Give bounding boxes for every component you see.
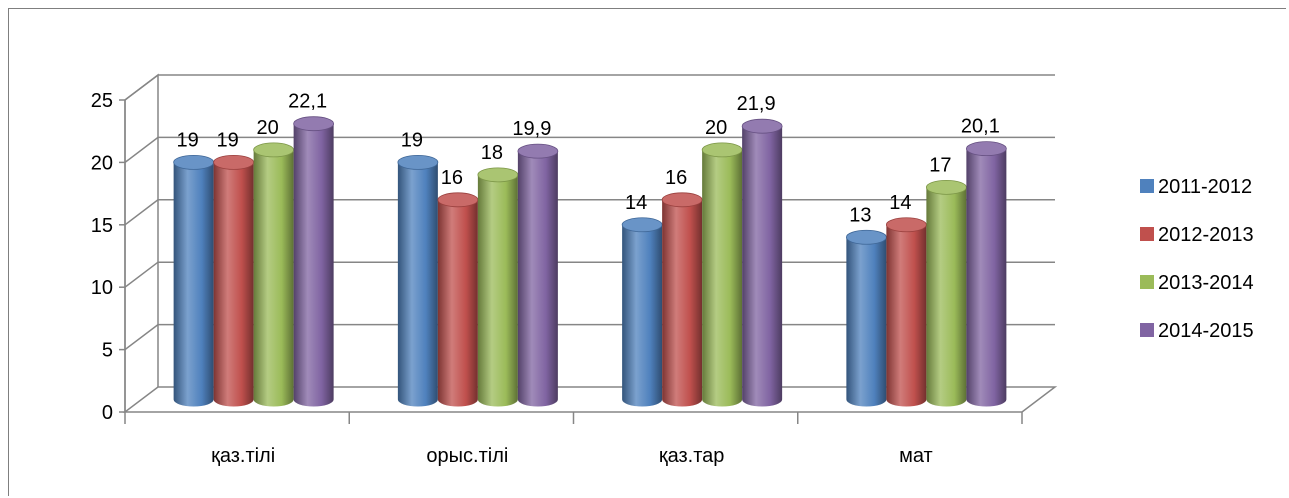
data-label: 19,9 — [512, 118, 551, 140]
data-label: 19 — [401, 129, 423, 151]
bar-top — [213, 154, 255, 170]
bar — [845, 229, 887, 407]
legend: 2011-2012 2012-2013 2013-2014 2014-2015 — [1140, 176, 1254, 342]
bar — [173, 154, 215, 407]
legend-label: 2014-2015 — [1158, 320, 1254, 342]
data-label: 21,9 — [737, 93, 776, 115]
data-label: 13 — [849, 204, 871, 226]
legend-swatch — [1140, 275, 1154, 289]
data-labels: 19 19 20 22,1 19 16 18 19,9 14 16 20 21,9 13 14 17 20,1 — [177, 91, 1000, 227]
bar — [925, 179, 967, 407]
gridline — [124, 74, 1055, 101]
bar-body — [477, 174, 518, 407]
category-labels: қаз.тілі орыс.тілі қаз.тар мат — [211, 445, 933, 467]
bar-top — [701, 142, 743, 158]
y-tick-label: 25 — [91, 90, 113, 112]
bar-top — [621, 217, 663, 233]
y-tick-labels: 0 5 10 15 20 25 — [91, 90, 113, 424]
bar — [437, 192, 479, 407]
data-label: 14 — [625, 192, 647, 214]
data-label: 14 — [889, 192, 911, 214]
bar-body — [662, 199, 703, 407]
data-label: 20,1 — [961, 116, 1000, 138]
bar — [741, 118, 783, 407]
data-label: 19 — [217, 129, 239, 151]
bar-top — [397, 154, 439, 170]
legend-swatch — [1140, 227, 1154, 241]
bar-top — [741, 118, 783, 134]
floor — [122, 386, 1058, 413]
bar-top — [885, 217, 927, 233]
bar — [517, 143, 559, 407]
bar-top — [517, 143, 559, 159]
data-label: 20 — [705, 117, 727, 139]
bar-body — [846, 237, 887, 407]
bar-body — [926, 187, 967, 407]
bar-top — [173, 154, 215, 170]
data-label: 20 — [257, 117, 279, 139]
legend-label: 2013-2014 — [1158, 272, 1254, 294]
data-label: 16 — [441, 167, 463, 189]
chart-frame — [8, 8, 1286, 496]
y-tick-label: 10 — [91, 277, 113, 299]
bar-body — [517, 151, 558, 407]
data-label: 19 — [177, 129, 199, 151]
bar — [477, 167, 519, 407]
data-label: 17 — [929, 154, 951, 176]
y-tick-label: 20 — [91, 152, 113, 174]
category-label: орыс.тілі — [426, 445, 508, 467]
bar-body — [966, 148, 1007, 407]
legend-label: 2011-2012 — [1158, 176, 1252, 198]
side-wall — [124, 73, 159, 412]
bar-top — [925, 179, 967, 195]
bar-top — [965, 141, 1007, 157]
bar-top — [477, 167, 519, 183]
category-label: қаз.тілі — [211, 445, 275, 467]
bar-body — [213, 162, 254, 407]
data-label: 22,1 — [288, 91, 327, 113]
data-label: 16 — [665, 167, 687, 189]
y-tick-label: 15 — [91, 215, 113, 237]
bar — [293, 116, 335, 407]
category-label: мат — [899, 445, 933, 467]
legend-label: 2012-2013 — [1158, 224, 1254, 246]
bar-body — [253, 149, 294, 407]
bars — [173, 116, 1007, 407]
bar — [621, 217, 663, 407]
bar — [885, 217, 927, 407]
data-label: 18 — [481, 142, 503, 164]
bar-body — [293, 123, 334, 407]
bar — [253, 142, 295, 407]
bar-body — [622, 224, 663, 407]
bar — [661, 192, 703, 407]
bar-body — [742, 126, 783, 407]
y-tick-label: 0 — [102, 402, 113, 424]
bar-body — [702, 149, 743, 407]
bar-top — [293, 116, 335, 132]
bar-body — [173, 162, 214, 407]
bar-top — [253, 142, 295, 158]
bar — [397, 154, 439, 407]
legend-swatch — [1140, 179, 1154, 193]
legend-swatch — [1140, 323, 1154, 337]
category-label: қаз.тар — [659, 445, 725, 467]
y-tick-label: 5 — [102, 340, 113, 362]
bar-body — [886, 224, 927, 407]
bar-body — [437, 199, 478, 407]
bar — [701, 142, 743, 407]
bar-body — [397, 162, 438, 407]
bar — [213, 154, 255, 407]
axes — [119, 99, 1023, 424]
bar-top — [845, 229, 887, 245]
bar — [965, 141, 1007, 407]
bar-top — [661, 192, 703, 208]
bar-top — [437, 192, 479, 208]
